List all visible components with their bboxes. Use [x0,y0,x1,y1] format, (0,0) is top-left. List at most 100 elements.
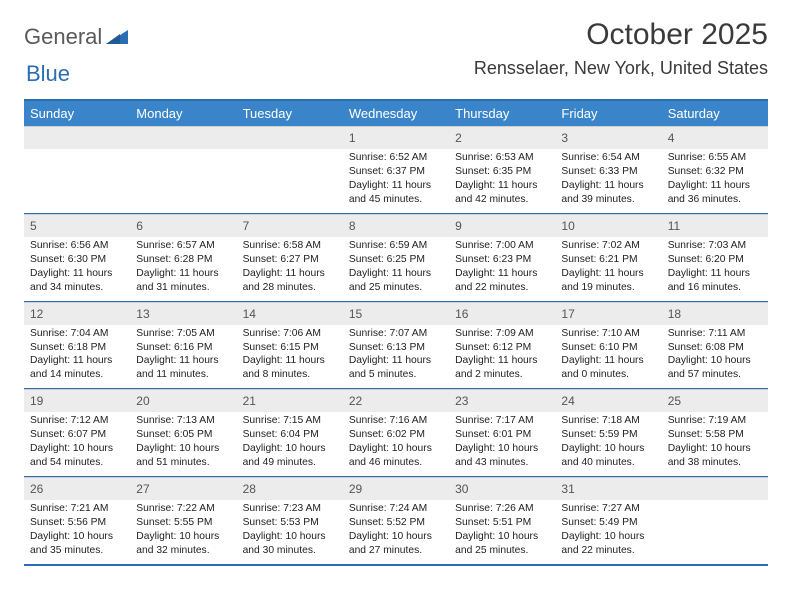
sunrise-line: Sunrise: 6:54 AM [561,151,655,165]
sunset-line: Sunset: 6:23 PM [455,253,549,267]
day-number: 2 [449,126,555,149]
daylight-line: Daylight: 10 hours and 35 minutes. [30,530,124,558]
day-cell: 19Sunrise: 7:12 AMSunset: 6:07 PMDayligh… [24,389,130,476]
day-body: Sunrise: 7:19 AMSunset: 5:58 PMDaylight:… [662,412,768,476]
sunrise-line: Sunrise: 7:18 AM [561,414,655,428]
sunset-line: Sunset: 5:52 PM [349,516,443,530]
sunrise-line: Sunrise: 7:23 AM [243,502,337,516]
sunset-line: Sunset: 5:55 PM [136,516,230,530]
sunset-line: Sunset: 6:04 PM [243,428,337,442]
day-cell: 7Sunrise: 6:58 AMSunset: 6:27 PMDaylight… [237,214,343,301]
calendar-page: General October 2025 Rensselaer, New Yor… [0,0,792,566]
daylight-line: Daylight: 10 hours and 25 minutes. [455,530,549,558]
dow-fri: Friday [555,101,661,126]
daylight-line: Daylight: 11 hours and 31 minutes. [136,267,230,295]
sunset-line: Sunset: 6:05 PM [136,428,230,442]
day-number: 25 [662,389,768,412]
daylight-line: Daylight: 11 hours and 2 minutes. [455,354,549,382]
sunset-line: Sunset: 6:28 PM [136,253,230,267]
week-row: 19Sunrise: 7:12 AMSunset: 6:07 PMDayligh… [24,388,768,476]
daylight-line: Daylight: 11 hours and 28 minutes. [243,267,337,295]
day-body: Sunrise: 7:18 AMSunset: 5:59 PMDaylight:… [555,412,661,476]
day-number: 24 [555,389,661,412]
logo: General [24,18,130,50]
day-body: Sunrise: 7:16 AMSunset: 6:02 PMDaylight:… [343,412,449,476]
day-number: 10 [555,214,661,237]
sunset-line: Sunset: 6:30 PM [30,253,124,267]
day-body: Sunrise: 7:06 AMSunset: 6:15 PMDaylight:… [237,325,343,389]
day-cell: 9Sunrise: 7:00 AMSunset: 6:23 PMDaylight… [449,214,555,301]
day-cell: 21Sunrise: 7:15 AMSunset: 6:04 PMDayligh… [237,389,343,476]
daylight-line: Daylight: 11 hours and 19 minutes. [561,267,655,295]
sunrise-line: Sunrise: 7:22 AM [136,502,230,516]
sunset-line: Sunset: 6:15 PM [243,341,337,355]
sunset-line: Sunset: 5:59 PM [561,428,655,442]
day-body: Sunrise: 7:11 AMSunset: 6:08 PMDaylight:… [662,325,768,389]
sunrise-line: Sunrise: 7:26 AM [455,502,549,516]
day-number: 13 [130,302,236,325]
day-body: Sunrise: 7:27 AMSunset: 5:49 PMDaylight:… [555,500,661,564]
daylight-line: Daylight: 11 hours and 39 minutes. [561,179,655,207]
sunrise-line: Sunrise: 6:55 AM [668,151,762,165]
day-body: Sunrise: 6:59 AMSunset: 6:25 PMDaylight:… [343,237,449,301]
day-cell: 8Sunrise: 6:59 AMSunset: 6:25 PMDaylight… [343,214,449,301]
daylight-line: Daylight: 10 hours and 57 minutes. [668,354,762,382]
sunrise-line: Sunrise: 6:56 AM [30,239,124,253]
daylight-line: Daylight: 11 hours and 8 minutes. [243,354,337,382]
sunset-line: Sunset: 6:18 PM [30,341,124,355]
dow-mon: Monday [130,101,236,126]
day-cell: 31Sunrise: 7:27 AMSunset: 5:49 PMDayligh… [555,477,661,564]
sunset-line: Sunset: 5:49 PM [561,516,655,530]
sunset-line: Sunset: 6:12 PM [455,341,549,355]
daylight-line: Daylight: 11 hours and 0 minutes. [561,354,655,382]
sunset-line: Sunset: 6:16 PM [136,341,230,355]
sunrise-line: Sunrise: 7:27 AM [561,502,655,516]
day-body: Sunrise: 7:04 AMSunset: 6:18 PMDaylight:… [24,325,130,389]
title-block: October 2025 Rensselaer, New York, Unite… [474,18,768,79]
sunrise-line: Sunrise: 7:24 AM [349,502,443,516]
sunset-line: Sunset: 6:10 PM [561,341,655,355]
daylight-line: Daylight: 10 hours and 40 minutes. [561,442,655,470]
day-body: Sunrise: 7:09 AMSunset: 6:12 PMDaylight:… [449,325,555,389]
day-cell: 23Sunrise: 7:17 AMSunset: 6:01 PMDayligh… [449,389,555,476]
sunrise-line: Sunrise: 6:53 AM [455,151,549,165]
day-body: Sunrise: 6:52 AMSunset: 6:37 PMDaylight:… [343,149,449,213]
day-number: 29 [343,477,449,500]
dow-wed: Wednesday [343,101,449,126]
day-cell: 17 Sunrise: 7:10 AMSunset: 6:10 PMDayligh… [555,302,661,389]
day-body: Sunrise: 7:00 AMSunset: 6:23 PMDaylight:… [449,237,555,301]
day-number: 19 [24,389,130,412]
day-number: 1 [343,126,449,149]
day-body: Sunrise: 7:12 AMSunset: 6:07 PMDaylight:… [24,412,130,476]
day-cell: 24Sunrise: 7:18 AMSunset: 5:59 PMDayligh… [555,389,661,476]
sunset-line: Sunset: 5:58 PM [668,428,762,442]
sunrise-line: Sunrise: 7:21 AM [30,502,124,516]
sunrise-line: Sunrise: 7:11 AM [668,327,762,341]
sunrise-line: Sunrise: 7:17 AM [455,414,549,428]
daylight-line: Daylight: 11 hours and 14 minutes. [30,354,124,382]
dow-sat: Saturday [662,101,768,126]
logo-word-1: General [24,24,102,50]
sunrise-line: Sunrise: 7:12 AM [30,414,124,428]
day-body: Sunrise: 7:22 AMSunset: 5:55 PMDaylight:… [130,500,236,564]
daylight-line: Daylight: 11 hours and 42 minutes. [455,179,549,207]
day-cell: 14Sunrise: 7:06 AMSunset: 6:15 PMDayligh… [237,302,343,389]
day-body: Sunrise: 7:24 AMSunset: 5:52 PMDaylight:… [343,500,449,564]
day-cell: . [130,126,236,213]
sunrise-line: Sunrise: 7:10 AM [561,327,655,341]
daylight-line: Daylight: 11 hours and 11 minutes. [136,354,230,382]
sunset-line: Sunset: 6:20 PM [668,253,762,267]
day-cell: 26Sunrise: 7:21 AMSunset: 5:56 PMDayligh… [24,477,130,564]
daylight-line: Daylight: 10 hours and 38 minutes. [668,442,762,470]
day-body: Sunrise: 6:56 AMSunset: 6:30 PMDaylight:… [24,237,130,301]
day-body: Sunrise: 7:17 AMSunset: 6:01 PMDaylight:… [449,412,555,476]
month-title: October 2025 [474,18,768,52]
day-cell: 28Sunrise: 7:23 AMSunset: 5:53 PMDayligh… [237,477,343,564]
sunset-line: Sunset: 6:13 PM [349,341,443,355]
sunset-line: Sunset: 5:53 PM [243,516,337,530]
day-number: 31 [555,477,661,500]
daylight-line: Daylight: 11 hours and 5 minutes. [349,354,443,382]
daylight-line: Daylight: 11 hours and 22 minutes. [455,267,549,295]
day-number: 17 [555,302,661,325]
sunrise-line: Sunrise: 7:03 AM [668,239,762,253]
